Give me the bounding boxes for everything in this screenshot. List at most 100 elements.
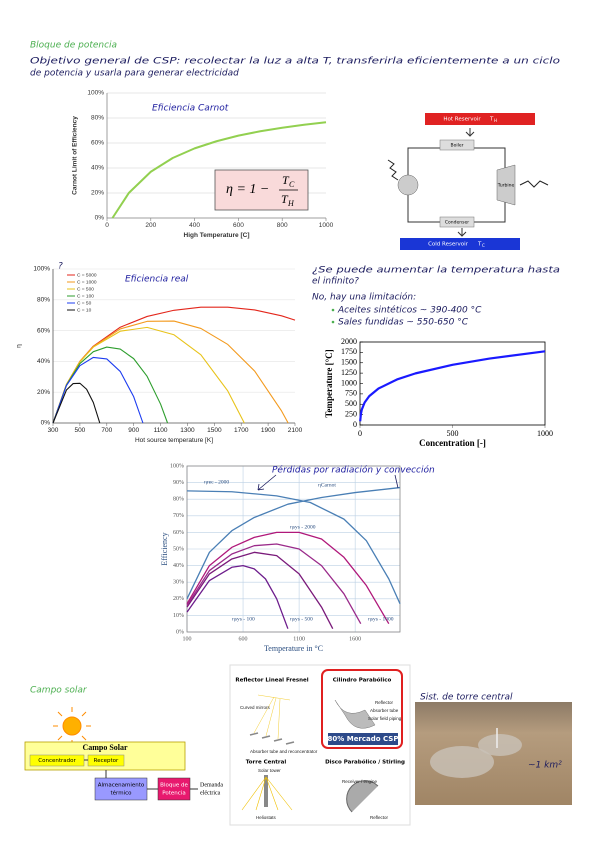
power-block-box	[157, 777, 191, 801]
curve-label: ηsys - 1000	[368, 616, 394, 622]
heliostat-field	[430, 746, 494, 778]
legend-label: C = 5000	[77, 272, 97, 278]
y-tick-label: 40%	[37, 358, 50, 365]
heat-arrow	[457, 128, 475, 237]
cold-temp: T	[477, 242, 482, 248]
x-tick-label: 500	[74, 427, 85, 434]
rays	[253, 694, 291, 740]
series-line	[186, 490, 401, 605]
y-tick-label: 0%	[176, 629, 184, 635]
bullet	[331, 320, 335, 324]
tech-label: Receiver / engine	[342, 779, 378, 784]
annotation: Eficiencia real	[125, 275, 189, 285]
x-tick-label: 400	[189, 222, 200, 229]
series-line	[52, 346, 169, 424]
share-banner	[328, 733, 398, 745]
tech-title: Torre Central	[246, 760, 287, 766]
series-line	[111, 121, 327, 219]
cycle-diagram: Hot Reservoir T H Cold Reservoir T C Boi…	[387, 113, 549, 250]
tech-title: Disco Parabólico / Stirling	[325, 759, 405, 766]
note-bullet: Aceites sintéticos ~ 390-400 °C	[337, 305, 482, 316]
y-tick-label: 1500	[341, 358, 357, 367]
cold-label: Cold Reservoir	[428, 242, 469, 248]
tech-label: Heliostats	[256, 815, 277, 820]
y-tick-label: 0	[353, 420, 357, 429]
curve-label: ηrec - 2000	[204, 479, 229, 485]
question-mark: ?	[58, 262, 63, 272]
x-tick-label: 1700	[234, 427, 249, 434]
legend-label: C = 1000	[77, 279, 97, 285]
x-tick-label: 600	[239, 636, 248, 642]
x-tick-label: 1900	[261, 427, 276, 434]
x-tick-label: 1100	[293, 636, 305, 642]
x-tick-label: 0	[358, 429, 362, 438]
x-tick-label: 500	[447, 429, 459, 438]
trough-mirror	[334, 699, 376, 729]
hot-sub: H	[494, 118, 497, 123]
arrow	[84, 759, 107, 778]
tech-label: Curved mirrors	[240, 705, 271, 710]
series-line	[52, 356, 144, 424]
storage-label: térmico	[111, 790, 133, 797]
boiler	[439, 139, 475, 151]
storage-label: Almacenamiento	[98, 783, 145, 789]
series-line	[186, 551, 334, 629]
pump	[397, 174, 419, 196]
hot-temp: T	[489, 117, 494, 123]
y-tick-label: 1750	[341, 347, 357, 356]
note-question: ¿Se puede aumentar la temperatura hasta	[312, 266, 560, 276]
demand-label: eléctrica	[200, 790, 221, 796]
y-tick-label: 60%	[173, 530, 184, 536]
y-tick-label: 50%	[173, 546, 184, 552]
series-line	[52, 326, 245, 424]
receiver-label: Receptor	[94, 758, 119, 764]
y-tick-label: 500	[345, 399, 357, 408]
x-axis-title: Temperature in °C	[264, 644, 323, 653]
tech-title: Reflector Lineal Fresnel	[235, 678, 308, 684]
y-tick-label: 1250	[341, 368, 357, 377]
y-tick-label: 100%	[170, 463, 184, 469]
highlight	[321, 669, 403, 749]
x-axis-title: High Temperature [C]	[184, 232, 250, 239]
note-question: el infinito?	[312, 277, 359, 287]
tech-label: Absorber tube and reconcentrator	[250, 749, 318, 754]
condenser	[439, 216, 475, 228]
real-chart: 0% 20% 40% 60% 80% 100% 300 500 700 900 1100 1300 15…	[16, 266, 303, 445]
formula: η = 1 − T C T H	[226, 173, 298, 208]
annotation-arrow	[257, 474, 399, 491]
carnot-chart: 0% 20% 40% 60% 80% 100% 0 200 400 600 800 1000 High …	[72, 90, 334, 240]
section-title: Campo solar	[30, 686, 88, 696]
tech-title: Cilindro Parabólico	[333, 677, 392, 684]
y-tick-label: 60%	[37, 327, 50, 334]
y-tick-label: 30%	[173, 580, 184, 586]
concentrator-label: Concentrador	[38, 758, 76, 764]
objective-line: de potencia y usarla para generar electr…	[30, 69, 239, 79]
x-tick-label: 2100	[288, 427, 303, 434]
formula-denominator: T	[281, 192, 289, 206]
y-tick-label: 20%	[173, 596, 184, 602]
tech-label: Reflector	[375, 700, 394, 705]
x-tick-label: 600	[233, 222, 244, 229]
tech-label: Reflector	[370, 815, 389, 820]
x-tick-label: 0	[105, 222, 109, 229]
demand-label: Demanda	[200, 782, 223, 788]
note-bullet: Sales fundidas ~ 550-650 °C	[338, 318, 469, 328]
y-axis-title: Temperature [°C]	[324, 349, 334, 417]
tower	[264, 775, 268, 807]
power-block-label: Bloque de	[160, 783, 188, 789]
turbine-label: Turbine	[497, 183, 515, 189]
curve-label: ηCarnot	[318, 482, 336, 488]
legend-label: C = 50	[77, 300, 92, 306]
x-tick-label: 1000	[537, 429, 553, 438]
annotation: Pérdidas por radiación y convección	[272, 465, 435, 476]
y-tick-label: 2000	[341, 337, 357, 346]
series-line	[186, 486, 401, 600]
y-tick-label: 20%	[37, 389, 50, 396]
solar-field-diagram: Campo Solar Concentrador Receptor Almace…	[24, 707, 223, 801]
formula-numerator-sub: C	[289, 180, 295, 189]
formula-numerator: T	[282, 173, 290, 187]
x-tick-label: 700	[101, 427, 112, 434]
legend-label: C = 10	[77, 307, 92, 313]
area-note: ~1 km²	[528, 761, 562, 771]
